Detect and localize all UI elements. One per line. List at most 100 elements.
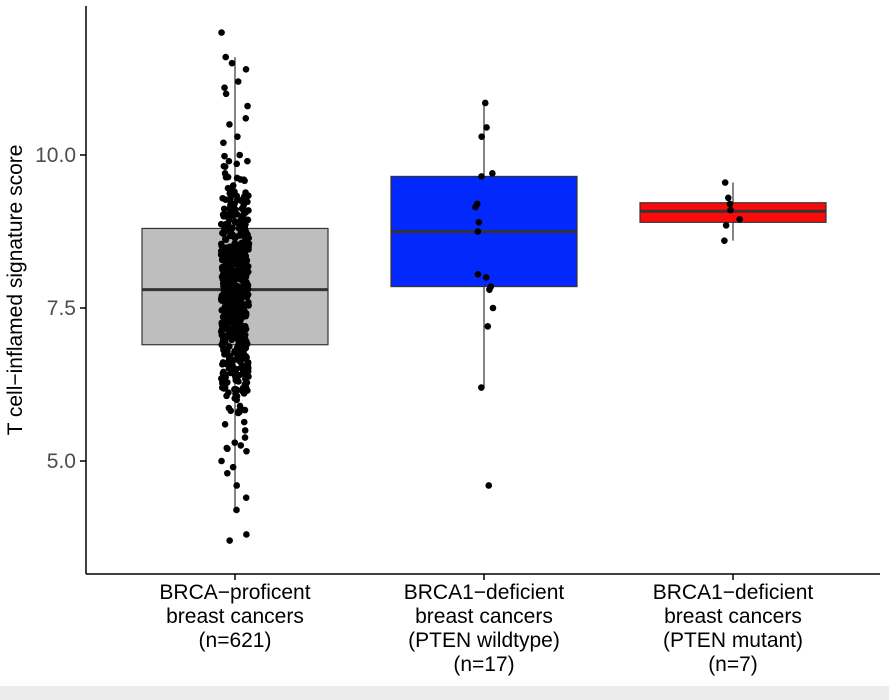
data-point — [238, 239, 245, 247]
data-point — [489, 170, 496, 177]
data-point — [228, 336, 235, 344]
data-point — [227, 207, 234, 215]
data-point — [221, 297, 229, 305]
data-point — [233, 160, 241, 168]
data-point — [486, 286, 493, 293]
data-point — [724, 194, 732, 202]
data-point — [220, 162, 228, 170]
box-group-1 — [141, 29, 329, 544]
data-point — [736, 215, 743, 223]
data-point — [240, 210, 248, 218]
data-point — [240, 352, 247, 359]
data-point — [223, 392, 230, 400]
data-point — [238, 292, 246, 300]
x-category-label-line: (PTEN wildtype) — [408, 629, 560, 652]
data-point — [233, 482, 241, 489]
data-point — [224, 306, 232, 314]
data-point — [219, 338, 227, 345]
data-point — [233, 372, 241, 380]
data-point — [237, 442, 245, 449]
data-point — [223, 289, 231, 296]
data-point — [726, 200, 734, 208]
data-point — [224, 469, 231, 477]
x-category-label-line: breast cancers — [415, 605, 553, 628]
data-point — [235, 260, 243, 268]
data-point — [227, 191, 234, 199]
data-point — [228, 231, 236, 238]
data-point — [239, 303, 247, 311]
data-point — [245, 243, 252, 251]
data-point — [231, 385, 238, 393]
data-point — [221, 152, 228, 160]
data-point — [482, 274, 490, 281]
data-point — [243, 447, 250, 455]
data-point — [219, 255, 226, 263]
data-point — [218, 29, 225, 36]
y-axis-ticks: 5.0 7.5 10.0 — [35, 144, 86, 473]
data-point — [232, 291, 239, 299]
data-point — [220, 205, 228, 213]
data-point — [478, 133, 486, 140]
data-point — [489, 304, 497, 312]
data-point — [233, 211, 241, 218]
data-point — [224, 173, 232, 181]
data-point — [220, 346, 227, 354]
data-point — [226, 343, 233, 350]
data-point — [243, 531, 250, 538]
data-point — [221, 84, 228, 91]
data-point — [228, 59, 236, 67]
y-tick-label: 7.5 — [47, 297, 76, 320]
data-point — [220, 139, 227, 147]
data-point — [240, 367, 248, 375]
data-point — [229, 224, 236, 232]
data-point — [475, 219, 483, 226]
data-point — [233, 248, 241, 255]
data-point — [478, 173, 485, 180]
data-point — [221, 227, 229, 235]
y-axis-title: T cell−inflamed signature score — [4, 145, 27, 436]
data-point — [233, 174, 241, 182]
x-category-label-line: BRCA1−deficient — [653, 581, 814, 604]
data-point — [217, 220, 225, 228]
data-point — [222, 236, 230, 244]
x-category-label-line: breast cancers — [166, 605, 304, 628]
data-point — [219, 370, 227, 377]
data-point — [478, 384, 485, 391]
data-point — [231, 394, 238, 402]
data-point — [485, 482, 493, 489]
data-point — [224, 264, 231, 272]
data-point — [245, 299, 252, 306]
data-point — [242, 229, 250, 236]
data-point — [225, 404, 233, 412]
data-point — [233, 192, 241, 200]
data-point — [229, 202, 237, 210]
data-point — [222, 380, 229, 387]
y-tick-label: 5.0 — [47, 450, 76, 473]
data-point — [231, 239, 239, 247]
data-point — [240, 385, 248, 392]
box-group-3 — [639, 179, 827, 244]
data-point — [240, 390, 248, 397]
data-point — [220, 249, 228, 256]
x-category-label-line: breast cancers — [664, 605, 802, 628]
data-point — [218, 319, 225, 327]
data-point — [481, 99, 489, 107]
data-point — [229, 463, 237, 471]
data-point — [232, 319, 239, 327]
data-point — [242, 114, 250, 122]
data-point — [244, 102, 251, 110]
data-point — [226, 121, 233, 128]
data-point — [233, 506, 240, 514]
data-point — [241, 177, 248, 185]
x-category-label-line: (PTEN mutant) — [663, 629, 803, 652]
x-category-label-line: (n=7) — [708, 653, 758, 676]
data-point — [231, 439, 239, 446]
data-point — [238, 312, 245, 319]
data-point — [226, 328, 233, 336]
x-category-label-line: BRCA1−deficient — [404, 581, 565, 604]
data-point — [245, 192, 252, 199]
data-point — [226, 354, 234, 361]
data-point — [721, 237, 728, 244]
data-point — [236, 151, 244, 159]
